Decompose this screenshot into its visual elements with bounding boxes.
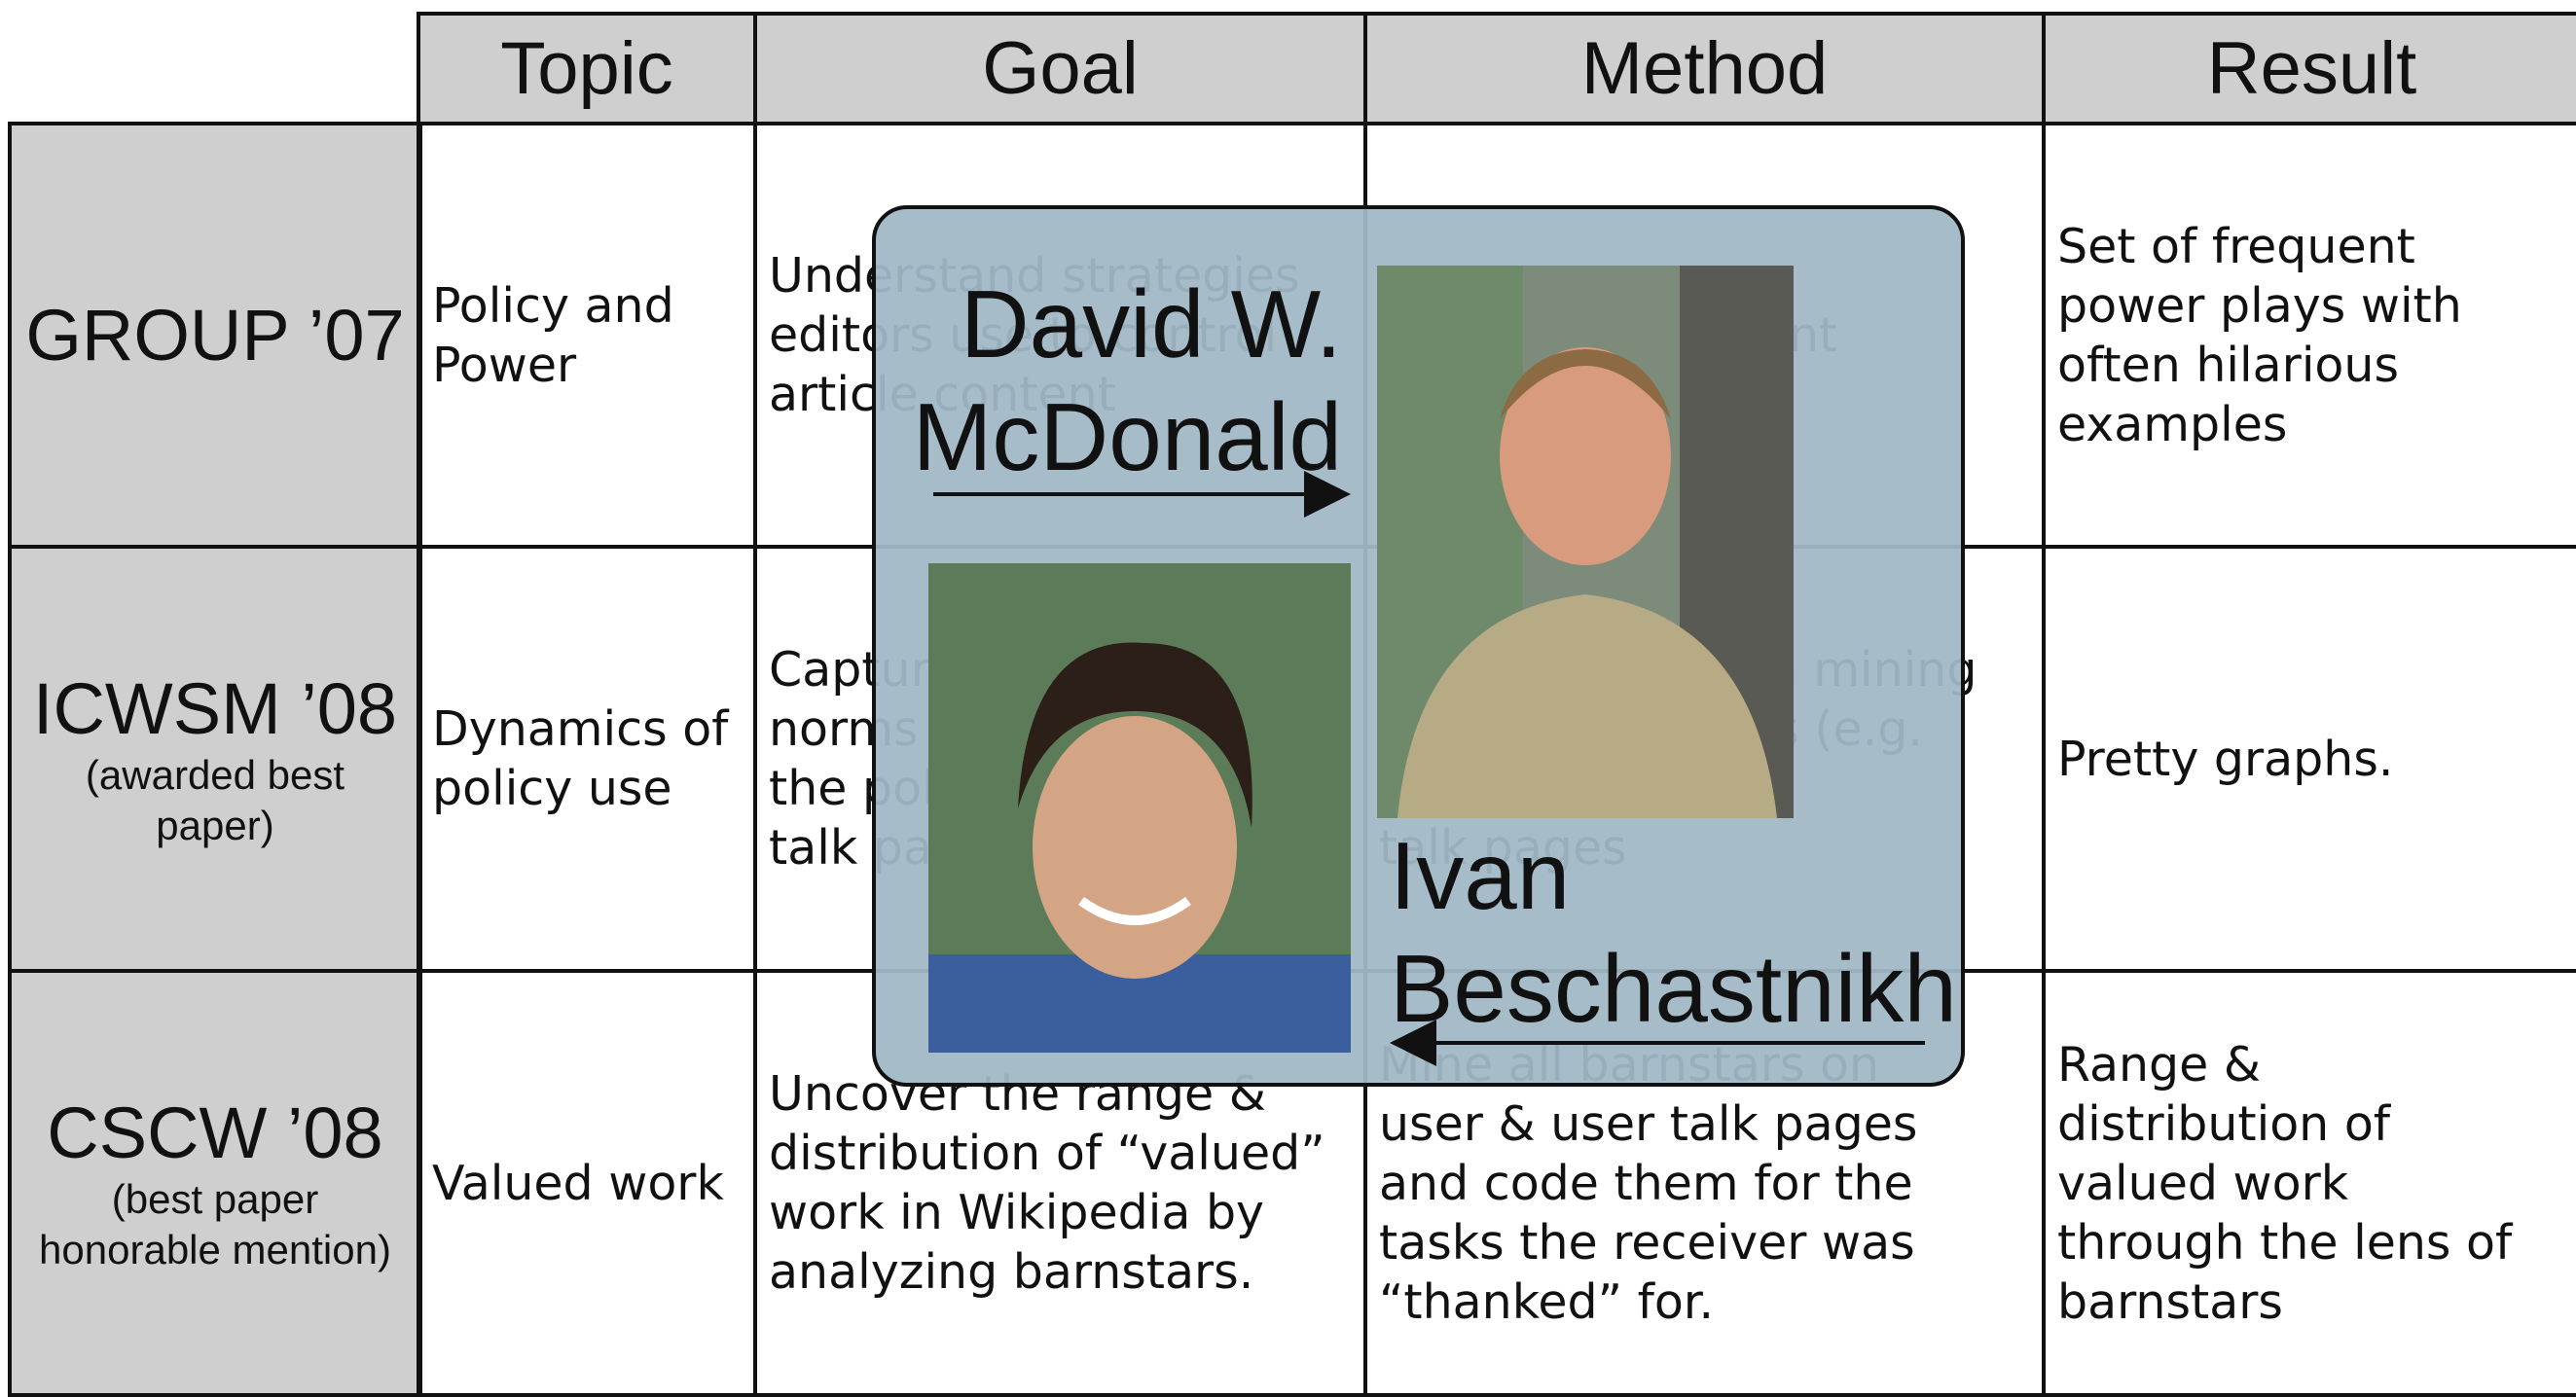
text-line: tasks the receiver was: [1379, 1214, 1915, 1271]
name-line: Beschastnikh: [1390, 935, 1957, 1042]
text-line: Policy and: [432, 277, 674, 334]
person-name: Ivan Beschastnikh: [1390, 819, 1957, 1045]
text-line: (awarded best: [85, 751, 345, 798]
text-line: policy use: [432, 761, 672, 816]
text-line: Set of frequent: [2057, 218, 2415, 274]
cell-text: Uncover the range & distribution of “valu…: [769, 1064, 1325, 1302]
text-line: paper): [156, 802, 274, 848]
table-cell: Range & distribution of valued work through…: [2042, 969, 2576, 1397]
cell-text: Range & distribution of valued work through…: [2057, 1035, 2512, 1332]
text-line: “thanked” for.: [1379, 1273, 1715, 1330]
cell-text: Valued work: [432, 1154, 724, 1213]
name-line: McDonald: [912, 383, 1342, 490]
text-line: power plays with: [2057, 277, 2462, 334]
text-line: Valued work: [432, 1155, 724, 1211]
column-header: Result: [2042, 12, 2576, 125]
photo-david: [1377, 266, 1794, 818]
person-name: David W. McDonald: [913, 268, 1342, 493]
column-header: Method: [1363, 12, 2046, 125]
text-line: Dynamics of: [432, 701, 729, 757]
cell-text: Dynamics of policy use: [432, 699, 728, 818]
name-line: David W.: [960, 270, 1342, 377]
cell-text: Set of frequent power plays with often hil…: [2057, 217, 2462, 454]
text-line: and code them for the: [1379, 1155, 1913, 1211]
table-cell: Set of frequent power plays with often hil…: [2042, 122, 2576, 549]
table-cell: Pretty graphs.: [2042, 545, 2576, 973]
photo-ivan: [928, 563, 1351, 1053]
text-line: work in Wikipedia by: [769, 1185, 1265, 1240]
text-line: GROUP ’07: [25, 295, 405, 376]
text-line: examples: [2057, 396, 2288, 452]
cell-text: Policy and Power: [432, 276, 674, 395]
table-cell: Valued work: [417, 969, 757, 1397]
text-line: honorable mention): [39, 1226, 391, 1272]
text-line: through the lens of: [2057, 1214, 2513, 1271]
text-line: valued work: [2057, 1155, 2349, 1211]
table-cell: Dynamics of policy use: [417, 545, 757, 973]
text-line: distribution of: [2057, 1095, 2391, 1152]
column-header: Goal: [753, 12, 1367, 125]
table-cell: Policy and Power: [417, 122, 757, 549]
row-label: ICWSM ’08 (awarded best paper): [8, 545, 422, 973]
text-line: Pretty graphs.: [2057, 731, 2394, 787]
overlay-graphics: [928, 266, 1925, 1066]
cell-text: Pretty graphs.: [2057, 730, 2393, 789]
text-line: Range &: [2057, 1036, 2262, 1093]
text-line: distribution of “valued”: [769, 1126, 1325, 1181]
text-line: barnstars: [2057, 1273, 2283, 1330]
text-line: often hilarious: [2057, 337, 2399, 393]
name-line: Ivan: [1390, 822, 1571, 929]
author-overlay: David W. McDonald Ivan Beschastnikh: [872, 205, 1965, 1087]
text-line: analyzing barnstars.: [769, 1244, 1254, 1300]
text-line: ICWSM ’08: [32, 667, 398, 749]
text-line: Power: [432, 337, 577, 393]
row-label: CSCW ’08 (best paper honorable mention): [8, 969, 422, 1397]
column-header: Topic: [417, 12, 757, 125]
text-line: user & user talk pages: [1379, 1095, 1918, 1152]
text-line: CSCW ’08: [47, 1092, 383, 1173]
text-line: (best paper: [111, 1175, 319, 1222]
row-label: GROUP ’07: [8, 122, 422, 549]
